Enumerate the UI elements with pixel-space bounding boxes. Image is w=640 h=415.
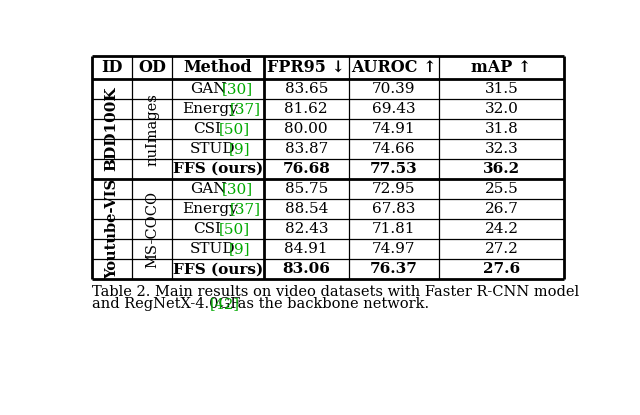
Text: [30]: [30] [222,82,253,96]
Text: STUD: STUD [190,242,236,256]
Text: 36.2: 36.2 [483,162,520,176]
Text: 67.83: 67.83 [372,202,415,216]
Text: as the backbone network.: as the backbone network. [234,297,429,311]
Text: [30]: [30] [222,182,253,196]
Text: 74.91: 74.91 [372,122,416,136]
Text: FFS (ours): FFS (ours) [173,262,263,276]
Text: [37]: [37] [229,102,260,116]
Text: AUROC ↑: AUROC ↑ [351,59,436,76]
Text: 83.06: 83.06 [282,262,330,276]
Text: CSI: CSI [193,222,221,236]
Text: Youtube-VIS: Youtube-VIS [105,179,119,279]
Text: CSI: CSI [193,122,221,136]
Text: GAN: GAN [190,82,227,96]
Text: 32.0: 32.0 [484,102,518,116]
Text: 27.6: 27.6 [483,262,520,276]
Text: ID: ID [101,59,122,76]
Text: 69.43: 69.43 [372,102,416,116]
Text: 74.66: 74.66 [372,142,416,156]
Text: 27.2: 27.2 [484,242,518,256]
Text: mAP ↑: mAP ↑ [472,59,532,76]
Text: [37]: [37] [229,202,260,216]
Text: 70.39: 70.39 [372,82,415,96]
Text: and RegNetX-4.0GF: and RegNetX-4.0GF [92,297,244,311]
Text: [50]: [50] [219,222,250,236]
Text: Table 2. Main results on video datasets with Faster R-CNN model: Table 2. Main results on video datasets … [92,285,579,298]
Text: FFS (ours): FFS (ours) [173,162,263,176]
Text: 85.75: 85.75 [285,182,328,196]
Text: 77.53: 77.53 [370,162,418,176]
Text: [9]: [9] [229,142,251,156]
Text: 76.68: 76.68 [282,162,330,176]
Text: 25.5: 25.5 [484,182,518,196]
Text: Energy: Energy [182,102,238,116]
Text: nuImages: nuImages [145,93,159,166]
Text: 84.91: 84.91 [285,242,328,256]
Text: BDD100K: BDD100K [105,87,119,171]
Text: [42]: [42] [210,297,240,311]
Text: 81.62: 81.62 [285,102,328,116]
Text: STUD: STUD [190,142,236,156]
Text: 71.81: 71.81 [372,222,415,236]
Text: 82.43: 82.43 [285,222,328,236]
Text: 88.54: 88.54 [285,202,328,216]
Text: 83.87: 83.87 [285,142,328,156]
Text: FPR95 ↓: FPR95 ↓ [268,59,345,76]
Text: 74.97: 74.97 [372,242,415,256]
Text: 32.3: 32.3 [484,142,518,156]
Text: 26.7: 26.7 [484,202,518,216]
Text: OD: OD [138,59,166,76]
Text: [50]: [50] [219,122,250,136]
Text: GAN: GAN [190,182,227,196]
Text: 76.37: 76.37 [370,262,418,276]
Text: 83.65: 83.65 [285,82,328,96]
Text: 80.00: 80.00 [285,122,328,136]
Text: 31.8: 31.8 [484,122,518,136]
Text: 31.5: 31.5 [484,82,518,96]
Text: Method: Method [184,59,252,76]
Text: [9]: [9] [229,242,251,256]
Text: MS-COCO: MS-COCO [145,190,159,268]
Text: 72.95: 72.95 [372,182,415,196]
Text: 24.2: 24.2 [484,222,518,236]
Text: Energy: Energy [182,202,238,216]
